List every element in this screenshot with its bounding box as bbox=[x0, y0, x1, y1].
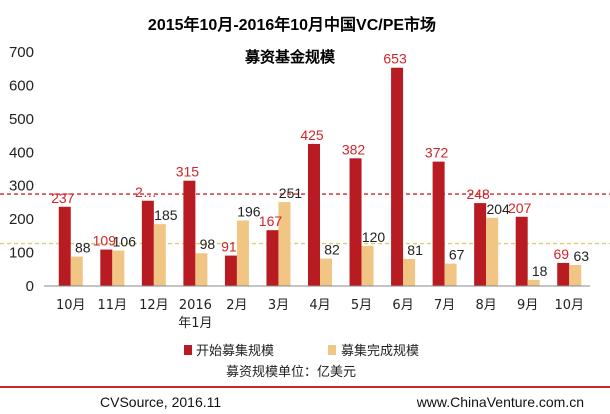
label-start-10: 372 bbox=[425, 145, 449, 161]
chart-subtitle: 募资基金规模 bbox=[244, 48, 336, 66]
x-axis: 10月 11月 12月 2016 年1月 2月 3月 4月 5月 6月 7月 8月 9月 10月 bbox=[56, 298, 584, 331]
bars bbox=[44, 67, 590, 287]
x-tick-label: 11月 bbox=[98, 298, 128, 313]
label-complete-11: 204 bbox=[486, 201, 510, 217]
y-tick-label: 600 bbox=[9, 77, 34, 94]
legend-swatch-complete bbox=[328, 345, 336, 355]
bar-complete-3 bbox=[153, 224, 166, 286]
label-start-8: 382 bbox=[342, 141, 366, 157]
y-tick-label: 300 bbox=[9, 178, 34, 195]
bar-complete-12 bbox=[527, 279, 540, 286]
label-start-6: 167 bbox=[259, 213, 283, 229]
footer-website: www.ChinaVenture.com.cn bbox=[416, 394, 584, 410]
label-complete-1: 88 bbox=[75, 240, 91, 256]
bar-start-2 bbox=[100, 249, 113, 286]
reference-lines bbox=[0, 193, 610, 245]
label-start-2: 109 bbox=[93, 233, 117, 249]
x-tick-label: 6月 bbox=[392, 298, 413, 313]
label-complete-3: 185 bbox=[154, 207, 178, 223]
bar-start-3 bbox=[141, 200, 154, 286]
label-complete-6: 251 bbox=[279, 185, 303, 201]
bar-complete-5 bbox=[236, 220, 249, 286]
bar-start-12 bbox=[515, 216, 528, 286]
legend-label-complete: 募集完成规模 bbox=[341, 343, 419, 359]
x-tick-label: 5月 bbox=[351, 298, 372, 313]
y-tick-label: 400 bbox=[9, 144, 34, 161]
bar-start-1 bbox=[58, 206, 71, 286]
label-complete-5: 196 bbox=[237, 203, 261, 219]
x-tick-label: 年1月 bbox=[178, 316, 212, 331]
bar-start-7 bbox=[308, 143, 320, 286]
legend: 开始募集规模 募集完成规模 bbox=[184, 343, 419, 359]
x-tick-label: 2月 bbox=[226, 298, 247, 313]
bar-start-9 bbox=[391, 67, 404, 286]
y-tick-label: 700 bbox=[9, 44, 34, 61]
label-complete-9: 81 bbox=[407, 242, 423, 258]
unit-note: 募资规模单位：亿美元 bbox=[226, 365, 356, 380]
label-start-3: 2… bbox=[135, 184, 157, 200]
bar-start-5 bbox=[224, 255, 237, 286]
x-tick-label: 8月 bbox=[476, 298, 497, 313]
x-tick-label: 3月 bbox=[268, 298, 289, 313]
bar-complete-7 bbox=[320, 258, 332, 286]
label-complete-2: 106 bbox=[113, 234, 137, 250]
x-tick-label: 10月 bbox=[554, 298, 584, 313]
bar-start-10 bbox=[432, 161, 445, 286]
label-start-13: 69 bbox=[553, 246, 569, 262]
bar-complete-2 bbox=[112, 250, 125, 286]
label-start-5: 91 bbox=[221, 239, 237, 255]
chart-title: 2015年10月-2016年10月中国VC/PE市场 bbox=[148, 15, 436, 34]
x-tick-label: 2016 bbox=[179, 298, 212, 313]
x-tick-label: 7月 bbox=[434, 298, 455, 313]
label-start-11: 248 bbox=[466, 186, 490, 202]
label-complete-12: 18 bbox=[532, 263, 548, 279]
bar-start-6 bbox=[266, 230, 279, 286]
footer-source: CVSource, 2016.11 bbox=[100, 394, 221, 410]
label-start-4: 315 bbox=[176, 164, 200, 180]
bar-complete-6 bbox=[278, 202, 291, 286]
x-tick-label: 12月 bbox=[139, 298, 169, 313]
label-complete-10: 67 bbox=[449, 247, 465, 263]
bar-start-8 bbox=[349, 158, 362, 286]
y-tick-label: 0 bbox=[26, 278, 34, 295]
x-tick-label: 4月 bbox=[309, 298, 330, 313]
y-tick-label: 500 bbox=[9, 111, 34, 128]
x-tick-label: 9月 bbox=[517, 298, 538, 313]
bar-complete-10 bbox=[444, 263, 457, 286]
bar-complete-9 bbox=[403, 258, 416, 286]
label-start-9: 653 bbox=[383, 51, 407, 67]
label-start-12: 207 bbox=[508, 200, 532, 216]
bar-complete-13 bbox=[569, 264, 582, 286]
bar-complete-8 bbox=[361, 245, 374, 286]
bar-complete-11 bbox=[486, 217, 499, 286]
label-complete-8: 120 bbox=[362, 229, 386, 245]
y-axis: 0 100 200 300 400 500 600 700 bbox=[9, 44, 34, 295]
label-start-1: 237 bbox=[51, 190, 75, 206]
bar-complete-1 bbox=[70, 256, 83, 286]
label-start-7: 425 bbox=[300, 127, 324, 143]
legend-swatch-start bbox=[184, 345, 192, 355]
label-complete-4: 98 bbox=[200, 236, 216, 252]
y-tick-label: 200 bbox=[9, 211, 34, 228]
bar-start-11 bbox=[474, 203, 487, 286]
label-complete-7: 82 bbox=[324, 242, 340, 258]
label-complete-13: 63 bbox=[573, 248, 589, 264]
bar-complete-4 bbox=[195, 253, 208, 286]
x-tick-label: 10月 bbox=[56, 298, 86, 313]
bar-start-13 bbox=[557, 262, 570, 286]
y-tick-label: 100 bbox=[9, 245, 34, 262]
legend-label-start: 开始募集规模 bbox=[196, 343, 274, 359]
bar-start-4 bbox=[183, 180, 196, 286]
